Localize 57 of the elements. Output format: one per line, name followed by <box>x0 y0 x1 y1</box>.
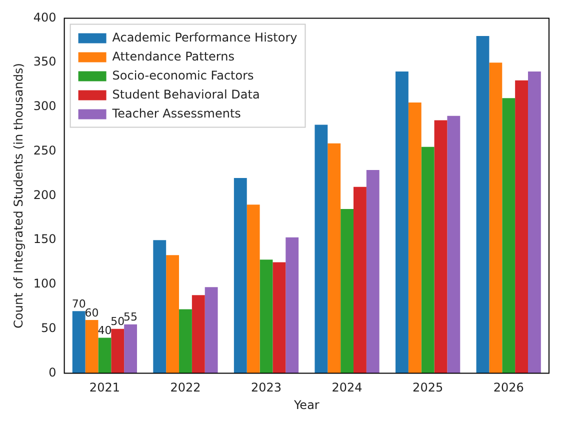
bar <box>502 98 516 374</box>
bar <box>340 209 354 374</box>
bar <box>328 143 341 374</box>
bar <box>408 102 422 374</box>
bar <box>447 116 460 374</box>
y-tick-label: 100 <box>33 276 56 291</box>
y-tick-label: 300 <box>33 99 56 114</box>
bar <box>528 71 541 374</box>
y-tick-label: 0 <box>48 365 56 380</box>
x-tick-label: 2026 <box>493 380 524 395</box>
bar <box>272 262 286 374</box>
legend-label: Teacher Assessments <box>111 106 241 120</box>
y-tick-label: 400 <box>33 10 56 24</box>
data-label: 40 <box>98 324 112 338</box>
data-label: 60 <box>84 306 99 320</box>
bar <box>166 255 180 374</box>
bar <box>246 204 260 374</box>
bar <box>98 338 112 374</box>
bar <box>476 36 490 374</box>
y-axis-title: Count of Integrated Students (in thousands) <box>11 63 26 328</box>
bar <box>234 178 247 374</box>
bar <box>286 237 299 374</box>
data-label: 70 <box>72 297 86 310</box>
bar <box>111 328 124 374</box>
bar <box>72 311 86 374</box>
bar <box>396 71 408 374</box>
bar <box>421 146 434 374</box>
legend-label: Attendance Patterns <box>112 49 235 64</box>
x-tick-label: 2021 <box>89 380 120 395</box>
legend-label: Academic Performance History <box>112 30 298 44</box>
y-tick-label: 250 <box>33 143 56 158</box>
bar <box>366 170 380 374</box>
bar <box>260 260 273 374</box>
bar <box>314 124 328 374</box>
bar <box>515 80 528 374</box>
y-tick-label: 350 <box>33 54 56 69</box>
x-axis-title: Year <box>292 398 320 412</box>
bar <box>434 120 448 374</box>
legend-label: Socio-economic Factors <box>112 68 254 82</box>
data-label: 50 <box>110 315 125 328</box>
x-tick-label: 2023 <box>250 380 282 395</box>
bar <box>85 320 98 374</box>
y-tick-label: 150 <box>33 232 56 246</box>
x-tick-label: 2022 <box>170 380 201 395</box>
bar <box>204 287 218 374</box>
y-tick-label: 50 <box>41 320 56 335</box>
x-tick-label: 2024 <box>332 380 362 395</box>
bar <box>124 324 138 374</box>
bar <box>354 186 366 374</box>
bar <box>153 240 166 374</box>
bar <box>192 295 205 374</box>
x-tick-label: 2025 <box>412 380 444 395</box>
bar <box>179 309 192 374</box>
data-label: 55 <box>124 310 138 324</box>
bar <box>489 62 502 374</box>
y-tick-label: 200 <box>33 188 56 202</box>
legend-label: Student Behavioral Data <box>112 87 260 102</box>
